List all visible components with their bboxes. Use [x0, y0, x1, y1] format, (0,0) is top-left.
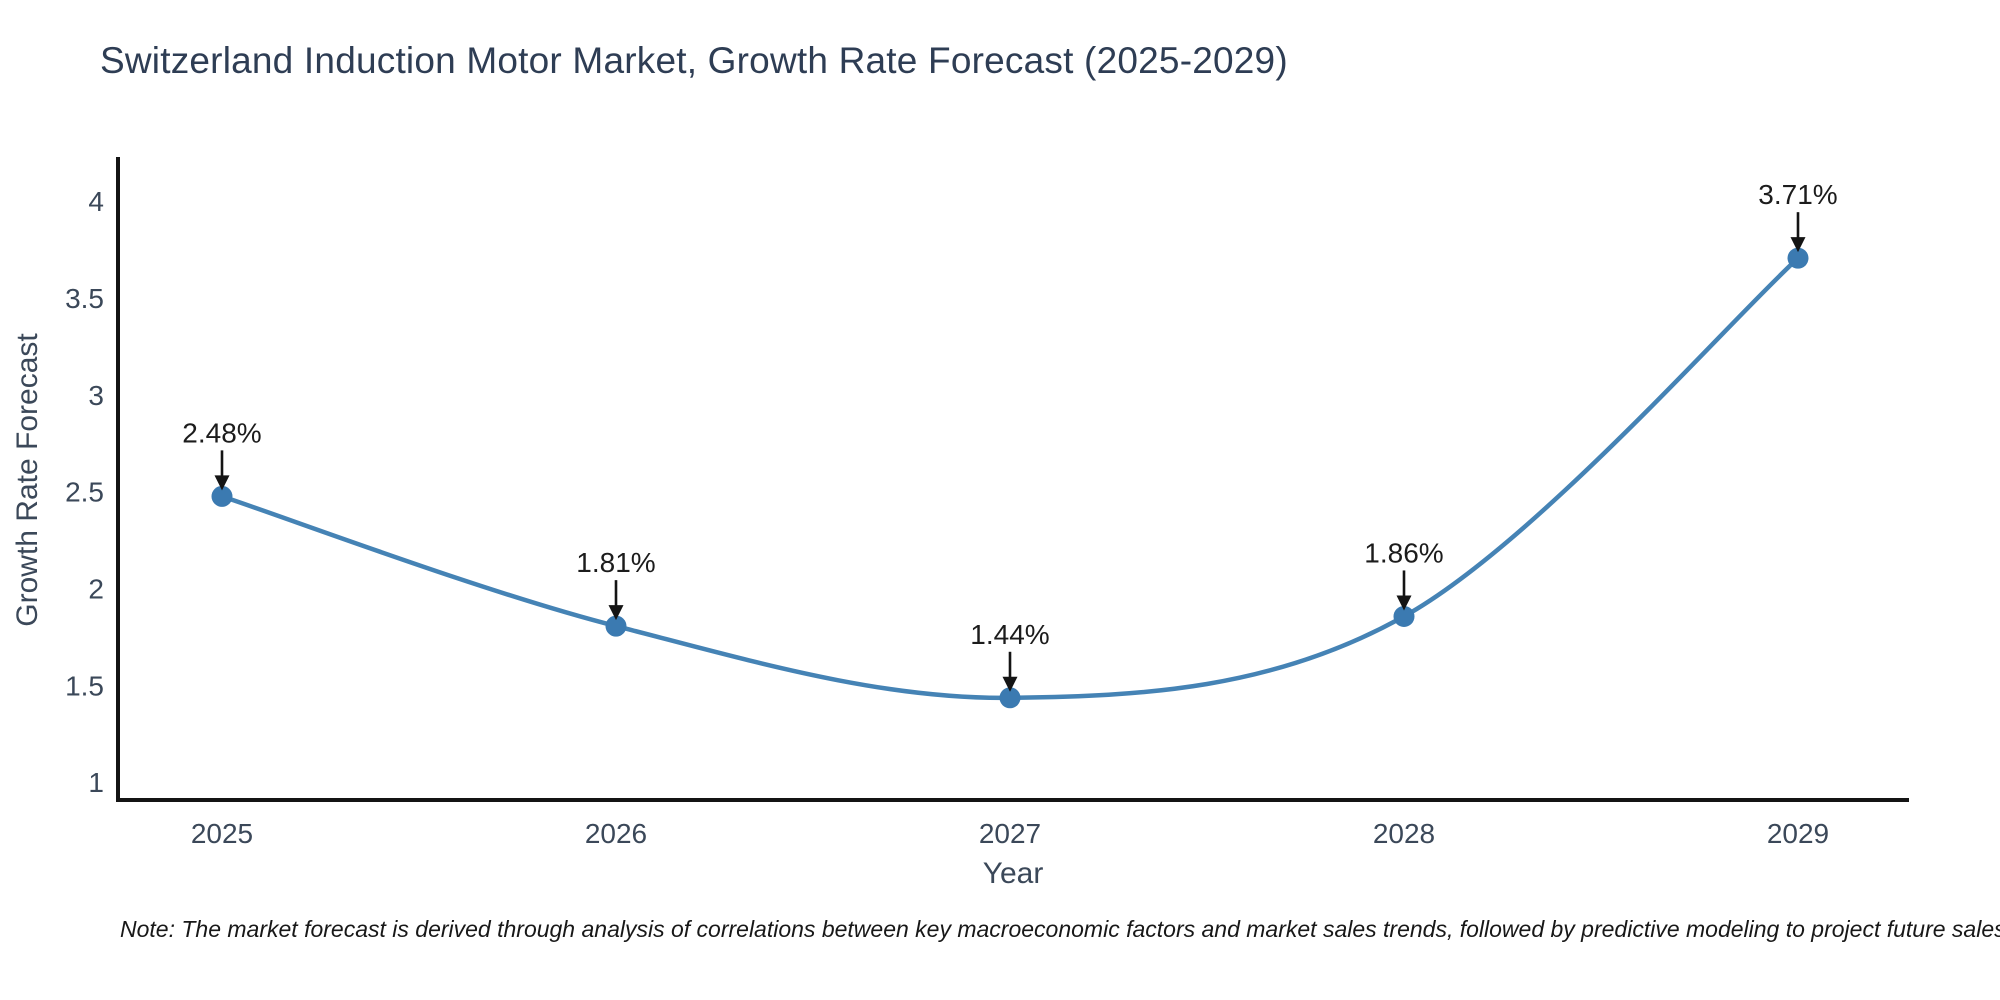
y-tick-label: 1	[88, 767, 104, 798]
data-point-2026	[605, 615, 627, 637]
annotation-arrow-head-2029	[1790, 237, 1806, 253]
y-tick-label: 3.5	[65, 283, 104, 314]
annotation-arrow-head-2027	[1002, 676, 1018, 692]
annotation-label-2028: 1.86%	[1364, 537, 1443, 568]
data-point-2025	[211, 485, 233, 507]
annotation-arrow-head-2028	[1396, 595, 1412, 611]
y-tick-label: 4	[88, 186, 104, 217]
data-point-2029	[1787, 247, 1809, 269]
y-tick-label: 1.5	[65, 670, 104, 701]
x-tick-label: 2025	[191, 818, 253, 849]
y-tick-label: 2.5	[65, 477, 104, 508]
footnote: Note: The market forecast is derived thr…	[120, 916, 2000, 942]
annotation-label-2029: 3.71%	[1758, 179, 1837, 210]
data-point-2028	[1393, 605, 1415, 627]
annotation-label-2025: 2.48%	[182, 417, 261, 448]
x-tick-label: 2029	[1767, 818, 1829, 849]
annotation-arrow-head-2025	[214, 475, 230, 491]
x-tick-label: 2028	[1373, 818, 1435, 849]
y-tick-label: 3	[88, 380, 104, 411]
x-axis-title: Year	[982, 857, 1044, 890]
chart-title: Switzerland Induction Motor Market, Grow…	[100, 40, 1288, 81]
data-point-2027	[999, 687, 1021, 709]
x-tick-label: 2026	[585, 818, 647, 849]
annotation-label-2026: 1.81%	[576, 547, 655, 578]
y-tick-label: 2	[88, 574, 104, 605]
x-tick-label: 2027	[979, 818, 1041, 849]
annotation-label-2027: 1.44%	[970, 619, 1049, 650]
annotation-arrow-head-2026	[608, 605, 624, 621]
